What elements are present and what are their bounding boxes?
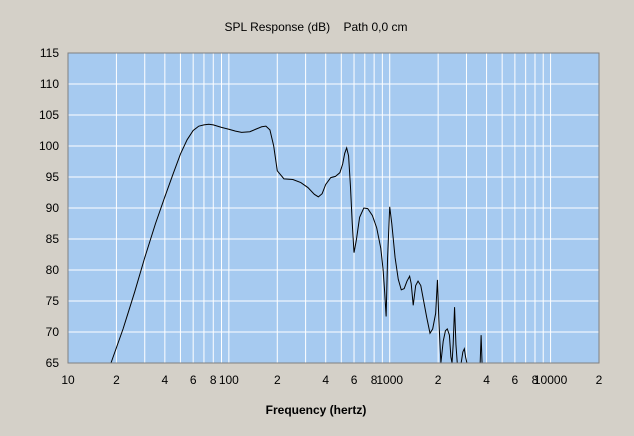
y-tick-label: 70 [46, 325, 60, 339]
plot-frame [67, 52, 600, 364]
y-tick-label: 115 [40, 46, 59, 60]
x-tick-label: 100 [219, 373, 239, 387]
y-tick-label: 110 [40, 77, 59, 91]
y-tick-label: 95 [46, 170, 60, 184]
x-tick-label: 1000 [376, 373, 403, 387]
x-tick-label: 10 [61, 373, 75, 387]
chart-title: SPL Response (dB) Path 0,0 cm [225, 20, 408, 34]
x-tick-label: 8 [532, 373, 539, 387]
x-tick-label: 4 [483, 373, 490, 387]
y-tick-label: 100 [39, 139, 59, 153]
y-tick-label: 80 [46, 263, 60, 277]
y-tick-label: 85 [46, 232, 60, 246]
spl-response-line [110, 123, 483, 363]
x-tick-label: 4 [322, 373, 329, 387]
x-tick-label: 10000 [534, 373, 568, 387]
x-tick-label: 2 [596, 373, 603, 387]
x-tick-label: 4 [162, 373, 169, 387]
plot-layer [67, 52, 600, 364]
y-tick-label: 90 [46, 201, 60, 215]
x-tick-label: 6 [351, 373, 358, 387]
x-tick-label: 8 [371, 373, 378, 387]
x-tick-label: 6 [512, 373, 519, 387]
y-tick-label: 65 [46, 356, 60, 370]
x-tick-label: 2 [435, 373, 442, 387]
x-tick-label: 2 [274, 373, 281, 387]
x-tick-label: 6 [190, 373, 197, 387]
x-tick-label: 8 [210, 373, 217, 387]
y-tick-label: 75 [46, 294, 60, 308]
x-axis-label: Frequency (hertz) [266, 403, 367, 417]
x-tick-label: 2 [113, 373, 120, 387]
y-tick-label: 105 [39, 108, 59, 122]
